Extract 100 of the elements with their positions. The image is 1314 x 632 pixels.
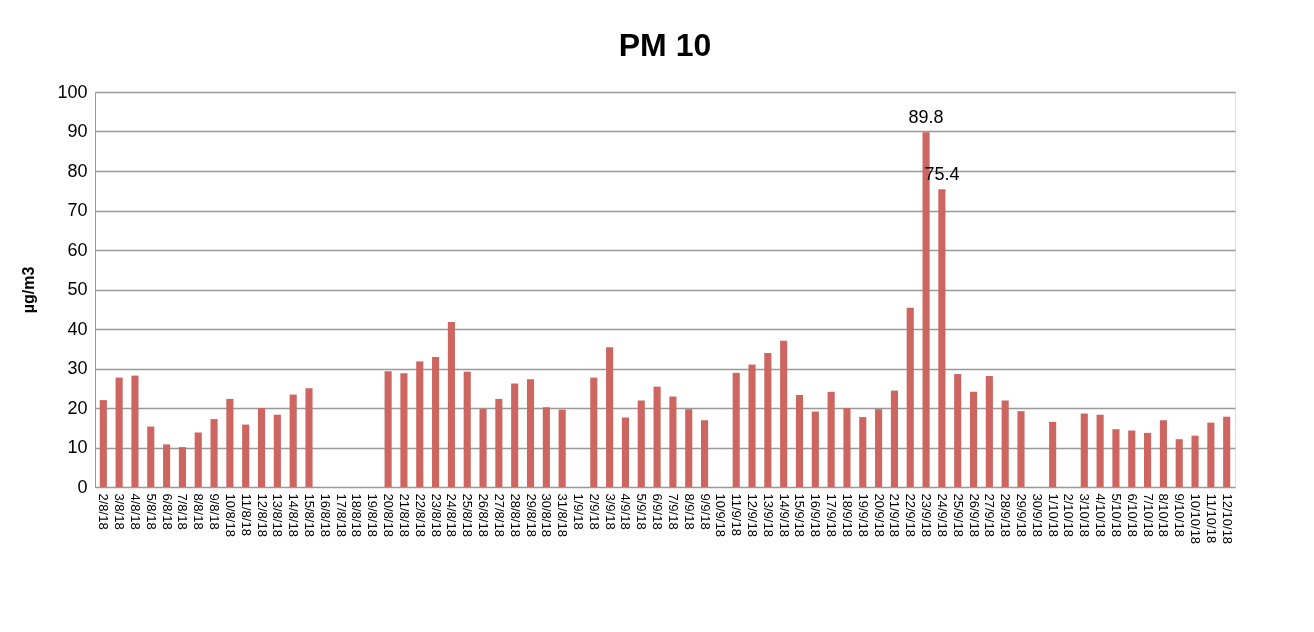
x-tick-label: 9/9/18 bbox=[697, 493, 713, 530]
x-tick-label: 12/10/18 bbox=[1219, 493, 1235, 545]
x-tick-label: 11/9/18 bbox=[729, 493, 745, 536]
x-tick-label: 9/10/18 bbox=[1172, 493, 1188, 537]
bar bbox=[701, 420, 709, 487]
bar bbox=[954, 374, 962, 487]
bar bbox=[115, 377, 123, 487]
x-tick-label: 11/8/18 bbox=[238, 493, 254, 536]
x-tick-label: 10/8/18 bbox=[222, 493, 238, 537]
bar bbox=[131, 375, 139, 487]
x-tick-label: 25/9/18 bbox=[950, 493, 966, 537]
bar bbox=[511, 383, 519, 487]
x-tick-label: 17/8/18 bbox=[333, 493, 349, 537]
x-tick-label: 6/9/18 bbox=[650, 493, 666, 530]
bar bbox=[1191, 435, 1199, 487]
x-tick-label: 5/8/18 bbox=[143, 493, 159, 530]
x-tick-label: 7/10/18 bbox=[1140, 493, 1156, 537]
bar bbox=[257, 408, 266, 487]
bar bbox=[621, 417, 629, 487]
bar bbox=[289, 394, 297, 487]
x-tick-label: 28/8/18 bbox=[507, 493, 523, 537]
bar bbox=[1112, 429, 1120, 487]
bar bbox=[147, 426, 155, 487]
x-tick-label: 15/9/18 bbox=[792, 493, 808, 537]
x-tick-label: 4/8/18 bbox=[127, 493, 143, 530]
y-tick-label: 100 bbox=[57, 81, 88, 102]
x-tick-label: 9/8/18 bbox=[207, 493, 223, 530]
y-tick-label: 50 bbox=[67, 279, 88, 299]
y-tick-label: 10 bbox=[67, 437, 88, 457]
bar bbox=[969, 391, 978, 487]
bar bbox=[1207, 422, 1215, 487]
x-tick-label: 8/8/18 bbox=[191, 493, 207, 530]
bar bbox=[906, 307, 914, 487]
bar bbox=[242, 424, 250, 487]
bar bbox=[1175, 439, 1183, 487]
x-tick-label: 2/10/18 bbox=[1061, 493, 1077, 537]
bar bbox=[447, 321, 455, 487]
y-tick-label: 0 bbox=[77, 476, 88, 497]
x-tick-label: 21/9/18 bbox=[887, 493, 903, 537]
x-tick-label: 24/8/18 bbox=[444, 493, 460, 537]
bar bbox=[685, 409, 693, 487]
x-tick-label: 24/9/18 bbox=[934, 493, 950, 537]
y-tick-label: 40 bbox=[67, 318, 88, 339]
bar bbox=[163, 444, 171, 487]
x-tick-label: 10/10/18 bbox=[1188, 493, 1204, 545]
x-tick-label: 14/9/18 bbox=[776, 493, 792, 537]
bar bbox=[226, 398, 234, 487]
bar bbox=[890, 390, 898, 487]
bar bbox=[558, 409, 566, 487]
bar bbox=[495, 398, 503, 487]
bar bbox=[843, 408, 851, 487]
x-tick-label: 14/8/18 bbox=[286, 493, 302, 537]
bar bbox=[1049, 421, 1057, 487]
bar bbox=[606, 347, 614, 487]
x-tick-label: 20/9/18 bbox=[871, 493, 887, 537]
x-tick-label: 31/8/18 bbox=[555, 493, 571, 537]
bar bbox=[938, 189, 946, 487]
bar bbox=[748, 364, 756, 487]
bar bbox=[1128, 430, 1136, 487]
x-tick-label: 7/8/18 bbox=[175, 493, 191, 530]
x-tick-label: 1/9/18 bbox=[570, 493, 586, 530]
bar bbox=[1080, 413, 1088, 487]
bar bbox=[178, 447, 186, 487]
x-tick-label: 2/9/18 bbox=[586, 493, 602, 530]
data-label: 89.8 bbox=[908, 107, 944, 128]
x-tick-label: 13/9/18 bbox=[760, 493, 776, 537]
x-tick-label: 17/9/18 bbox=[824, 493, 840, 537]
y-tick-label: 90 bbox=[67, 121, 88, 141]
x-tick-label: 8/10/18 bbox=[1156, 493, 1172, 537]
bar bbox=[1159, 420, 1167, 487]
bar bbox=[653, 386, 661, 487]
y-axis-title: µg/m3 bbox=[20, 266, 38, 314]
x-tick-label: 7/9/18 bbox=[665, 493, 681, 530]
x-tick-label: 20/8/18 bbox=[381, 493, 397, 537]
x-tick-label: 26/8/18 bbox=[476, 493, 492, 537]
x-tick-label: 19/8/18 bbox=[365, 493, 381, 537]
bar bbox=[416, 361, 424, 487]
x-tick-label: 29/9/18 bbox=[1014, 493, 1029, 537]
x-tick-label: 23/9/18 bbox=[919, 493, 935, 537]
x-tick-label: 8/9/18 bbox=[681, 493, 697, 530]
bar bbox=[479, 408, 487, 487]
bar bbox=[1001, 400, 1009, 487]
x-tick-label: 18/8/18 bbox=[349, 493, 365, 537]
bar bbox=[432, 357, 440, 487]
bar bbox=[875, 409, 883, 487]
x-tick-label: 23/8/18 bbox=[428, 493, 444, 537]
bar bbox=[811, 411, 819, 487]
x-tick-label: 29/8/18 bbox=[523, 493, 539, 537]
x-tick-label: 28/9/18 bbox=[998, 493, 1014, 537]
bar bbox=[669, 396, 677, 487]
x-tick-label: 15/8/18 bbox=[302, 493, 317, 537]
bar bbox=[1223, 416, 1231, 487]
bar bbox=[1096, 414, 1104, 487]
y-tick-label: 60 bbox=[67, 239, 88, 260]
x-tick-label: 3/9/18 bbox=[602, 493, 618, 530]
x-tick-label: 26/9/18 bbox=[966, 493, 982, 537]
x-tick-label: 21/8/18 bbox=[396, 493, 412, 537]
x-tick-label: 16/8/18 bbox=[317, 493, 333, 537]
bar bbox=[637, 400, 645, 487]
x-tick-label: 19/9/18 bbox=[855, 493, 871, 537]
